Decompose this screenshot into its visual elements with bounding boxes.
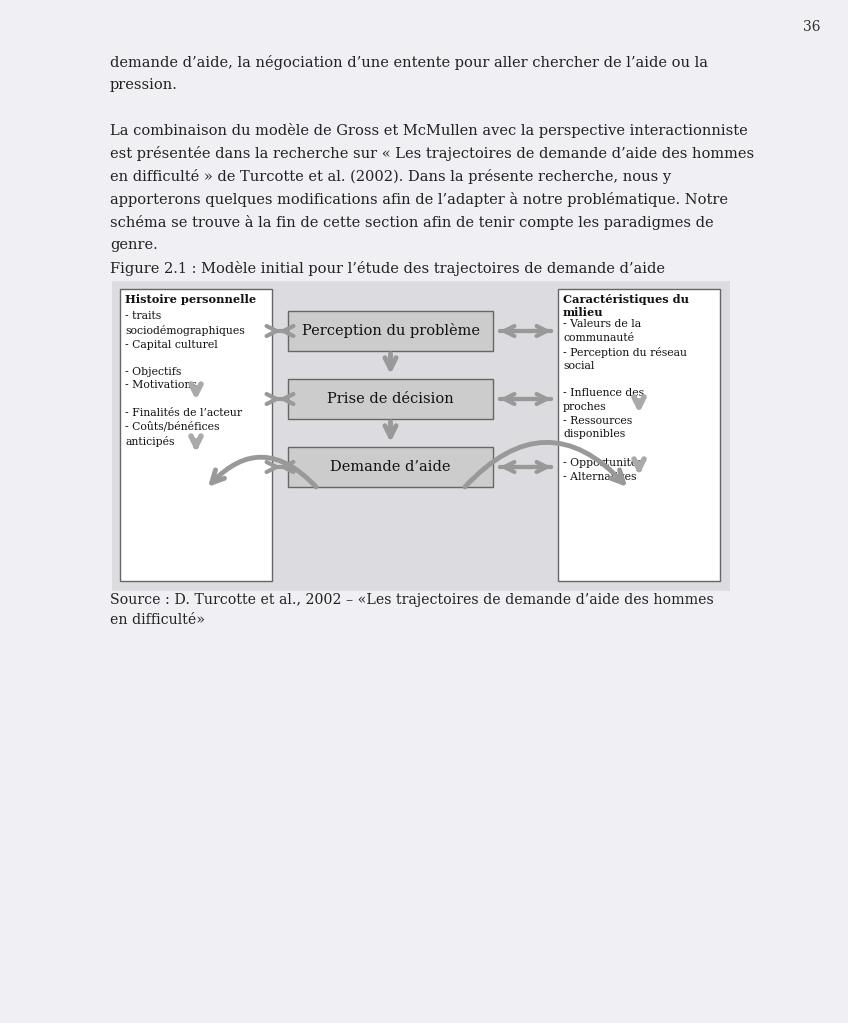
FancyArrowPatch shape (465, 442, 623, 487)
FancyBboxPatch shape (288, 447, 493, 487)
Text: Histoire personnelle: Histoire personnelle (125, 294, 256, 305)
FancyBboxPatch shape (112, 281, 730, 591)
Text: 36: 36 (803, 20, 821, 34)
Text: Prise de décision: Prise de décision (327, 392, 454, 406)
Text: La combinaison du modèle de Gross et McMullen avec la perspective interactionnis: La combinaison du modèle de Gross et McM… (110, 123, 748, 138)
Text: en difficulté » de Turcotte et al. (2002). Dans la présente recherche, nous y: en difficulté » de Turcotte et al. (2002… (110, 169, 671, 184)
Text: Source : D. Turcotte et al., 2002 – «Les trajectoires de demande d’aide des homm: Source : D. Turcotte et al., 2002 – «Les… (110, 593, 714, 607)
Text: - Valeurs de la
communauté
- Perception du réseau
social

- Influence des
proche: - Valeurs de la communauté - Perception … (563, 319, 687, 482)
Text: Figure 2.1 : Modèle initial pour l’étude des trajectoires de demande d’aide: Figure 2.1 : Modèle initial pour l’étude… (110, 261, 665, 276)
Text: Perception du problème: Perception du problème (302, 323, 479, 339)
Text: schéma se trouve à la fin de cette section afin de tenir compte les paradigmes d: schéma se trouve à la fin de cette secti… (110, 215, 714, 230)
FancyBboxPatch shape (120, 290, 272, 581)
FancyBboxPatch shape (288, 311, 493, 351)
Text: apporterons quelques modifications afin de l’adapter à notre problématique. Notr: apporterons quelques modifications afin … (110, 192, 728, 207)
FancyArrowPatch shape (212, 457, 316, 487)
FancyBboxPatch shape (558, 290, 720, 581)
Text: demande d’aide, la négociation d’une entente pour aller chercher de l’aide ou la: demande d’aide, la négociation d’une ent… (110, 55, 708, 70)
FancyBboxPatch shape (288, 379, 493, 419)
Text: Caractéristiques du
milieu: Caractéristiques du milieu (563, 294, 689, 318)
Text: en difficulté»: en difficulté» (110, 613, 205, 627)
Text: est présentée dans la recherche sur « Les trajectoires de demande d’aide des hom: est présentée dans la recherche sur « Le… (110, 146, 754, 161)
Text: pression.: pression. (110, 78, 178, 92)
Text: genre.: genre. (110, 238, 158, 252)
Text: Demande d’aide: Demande d’aide (330, 460, 451, 474)
Text: - traits
sociodémographiques
- Capital culturel

- Objectifs
- Motivations

- Fi: - traits sociodémographiques - Capital c… (125, 311, 245, 447)
